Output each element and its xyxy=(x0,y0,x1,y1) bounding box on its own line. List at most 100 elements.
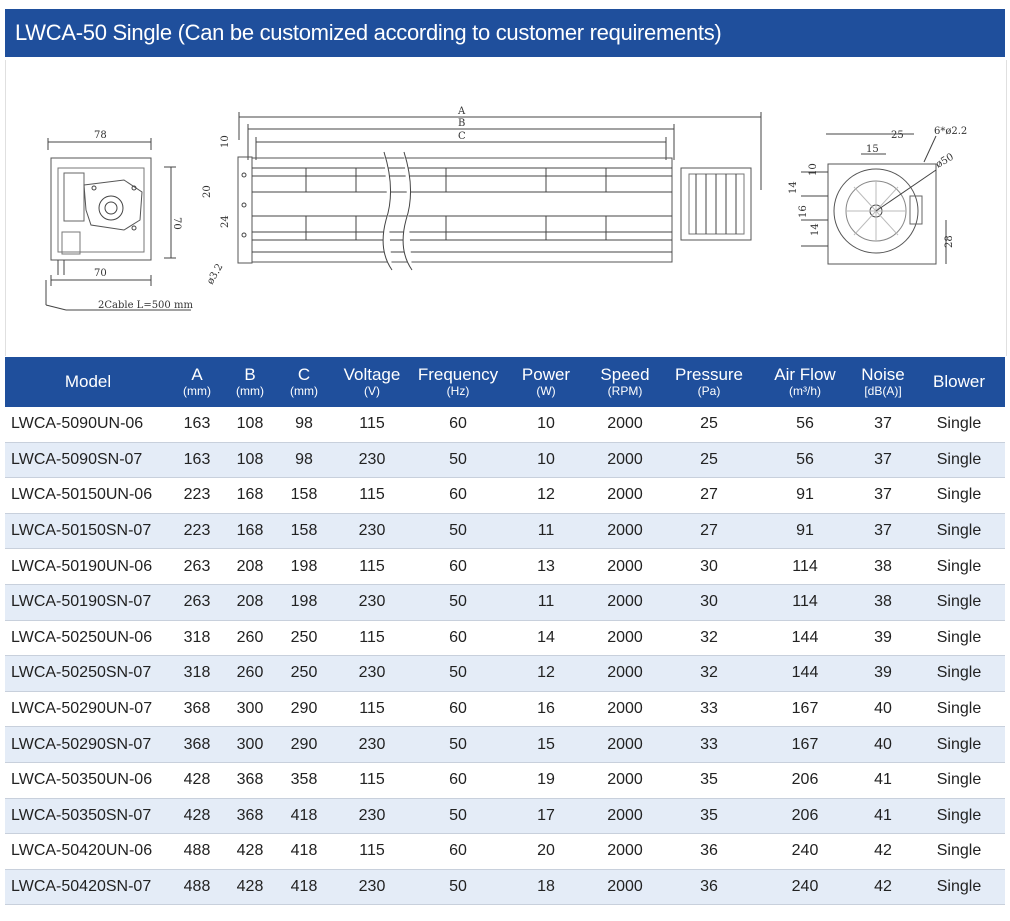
table-cell: 230 xyxy=(331,584,413,621)
table-cell: 41 xyxy=(853,798,913,835)
dim-left-top: 78 xyxy=(94,130,107,141)
table-cell: 108 xyxy=(223,442,277,479)
table-cell: 230 xyxy=(331,726,413,763)
table-row: LWCA-50420SN-07 488 428 418 230 50 18 2000 36 240… xyxy=(5,869,1005,906)
table-cell: 56 xyxy=(757,407,853,443)
table-cell: 428 xyxy=(223,869,277,906)
table-cell: 263 xyxy=(171,548,223,585)
table-cell: 318 xyxy=(171,655,223,692)
model-cell: LWCA-50250SN-07 xyxy=(5,655,171,692)
table-cell: 230 xyxy=(331,798,413,835)
table-cell: 60 xyxy=(413,762,503,799)
table-cell: 208 xyxy=(223,584,277,621)
table-cell: 50 xyxy=(413,513,503,550)
dimension-drawing: 78 70 70 2Cable L=500 mm xyxy=(5,60,1007,356)
table-cell: 418 xyxy=(277,869,331,906)
model-cell: LWCA-50350SN-07 xyxy=(5,798,171,835)
table-cell: 108 xyxy=(223,407,277,443)
table-row: LWCA-50350SN-07 428 368 418 230 50 17 2000 35 206… xyxy=(5,798,1005,835)
table-cell: 60 xyxy=(413,477,503,514)
model-cell: LWCA-50190UN-06 xyxy=(5,548,171,585)
table-cell: 19 xyxy=(503,762,589,799)
table-cell: 2000 xyxy=(589,513,661,550)
table-cell: 358 xyxy=(277,762,331,799)
dim-left-bottom: 70 xyxy=(94,268,107,279)
table-cell: 37 xyxy=(853,442,913,479)
table-cell: 263 xyxy=(171,584,223,621)
table-row: LWCA-50420UN-06 488 428 418 115 60 20 2000 36 240… xyxy=(5,833,1005,870)
model-cell: LWCA-50420UN-06 xyxy=(5,833,171,870)
table-cell: 91 xyxy=(757,477,853,514)
table-cell: 20 xyxy=(503,833,589,870)
table-cell: 36 xyxy=(661,869,757,906)
table-cell: 167 xyxy=(757,691,853,728)
table-cell: 10 xyxy=(503,407,589,443)
header-b: B (mm) xyxy=(223,357,277,407)
table-cell: 260 xyxy=(223,620,277,657)
table-cell: 50 xyxy=(413,726,503,763)
table-cell: 368 xyxy=(171,726,223,763)
table-row: LWCA-50190UN-06 263 208 198 115 60 13 2000 30 114… xyxy=(5,548,1005,585)
table-cell: 2000 xyxy=(589,869,661,906)
table-cell: 40 xyxy=(853,691,913,728)
right-28: 28 xyxy=(944,235,955,248)
table-cell: 27 xyxy=(661,513,757,550)
table-cell: Single xyxy=(913,691,1005,728)
table-cell: 2000 xyxy=(589,833,661,870)
table-cell: Single xyxy=(913,477,1005,514)
table-cell: 50 xyxy=(413,869,503,906)
table-cell: 368 xyxy=(223,762,277,799)
table-cell: 240 xyxy=(757,833,853,870)
table-cell: 35 xyxy=(661,798,757,835)
front-view xyxy=(237,112,762,264)
table-cell: 115 xyxy=(331,620,413,657)
table-row: LWCA-5090SN-07 163 108 98 230 50 10 2000 25 56 37 S… xyxy=(5,442,1005,479)
right-14a: 14 xyxy=(788,181,799,194)
table-cell: 115 xyxy=(331,691,413,728)
model-cell: LWCA-50150SN-07 xyxy=(5,513,171,550)
model-cell: LWCA-5090SN-07 xyxy=(5,442,171,479)
table-cell: 60 xyxy=(413,833,503,870)
table-row: LWCA-50290UN-07 368 300 290 115 60 16 2000 33 167… xyxy=(5,691,1005,728)
model-cell: LWCA-50420SN-07 xyxy=(5,869,171,906)
table-cell: 115 xyxy=(331,833,413,870)
table-cell: 33 xyxy=(661,726,757,763)
dim-24: 24 xyxy=(220,215,231,228)
spec-table: Model A (mm) B (mm) C (mm) Voltage (V) Frequ… xyxy=(5,357,1005,906)
table-cell: 290 xyxy=(277,691,331,728)
table-cell: 39 xyxy=(853,620,913,657)
model-cell: LWCA-50350UN-06 xyxy=(5,762,171,799)
table-cell: 56 xyxy=(757,442,853,479)
header-model: Model xyxy=(5,357,171,407)
table-cell: Single xyxy=(913,442,1005,479)
model-cell: LWCA-50190SN-07 xyxy=(5,584,171,621)
header-speed: Speed (RPM) xyxy=(589,357,661,407)
table-cell: 2000 xyxy=(589,442,661,479)
cable-label: 2Cable L=500 mm xyxy=(98,300,193,311)
table-cell: 158 xyxy=(277,477,331,514)
side-view xyxy=(801,133,947,265)
table-cell: 2000 xyxy=(589,548,661,585)
table-cell: 15 xyxy=(503,726,589,763)
table-cell: 11 xyxy=(503,513,589,550)
table-cell: 12 xyxy=(503,655,589,692)
table-cell: 10 xyxy=(503,442,589,479)
dim-10: 10 xyxy=(220,135,231,148)
table-cell: 168 xyxy=(223,513,277,550)
table-cell: 2000 xyxy=(589,620,661,657)
table-cell: 144 xyxy=(757,655,853,692)
table-cell: 33 xyxy=(661,691,757,728)
right-10: 10 xyxy=(808,163,819,176)
right-14b: 14 xyxy=(810,223,821,236)
hole-dia: ø3.2 xyxy=(205,262,225,286)
dim-a: A xyxy=(457,106,466,117)
table-cell: 115 xyxy=(331,407,413,443)
table-row: LWCA-50150UN-06 223 168 158 115 60 12 2000 27 91 3… xyxy=(5,477,1005,514)
table-body: LWCA-5090UN-06 163 108 98 115 60 10 2000 25 56 37 S… xyxy=(5,407,1005,906)
table-cell: 2000 xyxy=(589,584,661,621)
table-cell: 198 xyxy=(277,584,331,621)
table-cell: Single xyxy=(913,620,1005,657)
table-cell: 167 xyxy=(757,726,853,763)
table-cell: 98 xyxy=(277,442,331,479)
table-cell: 41 xyxy=(853,762,913,799)
